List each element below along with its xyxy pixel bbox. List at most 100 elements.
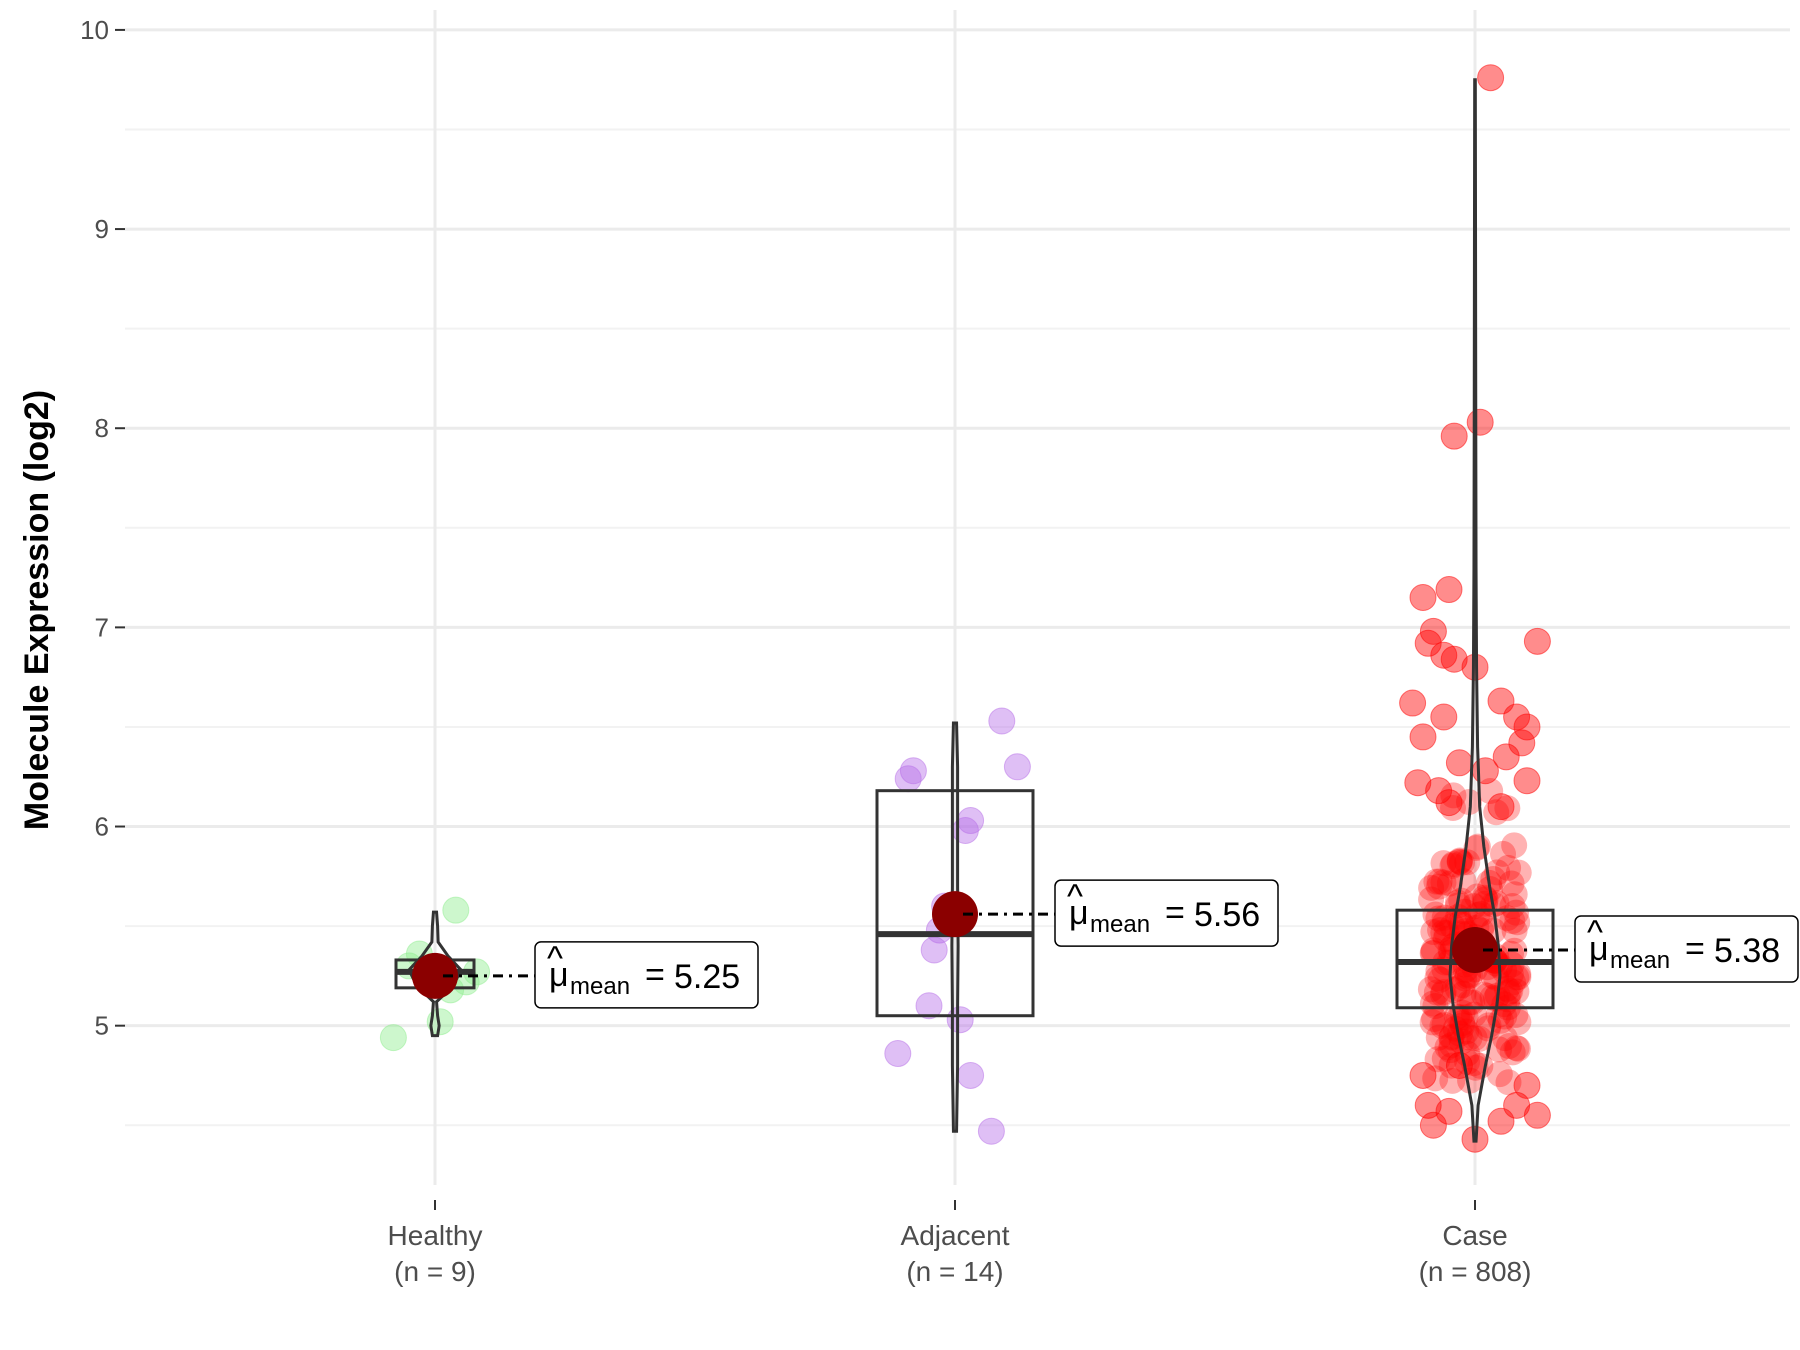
data-point	[1439, 1067, 1466, 1094]
data-point	[1429, 981, 1456, 1008]
annotation-mu: μ	[549, 956, 569, 994]
data-point	[1417, 976, 1444, 1003]
data-point	[988, 707, 1016, 735]
data-point	[1404, 769, 1432, 797]
data-point	[1440, 795, 1467, 822]
data-point	[1487, 793, 1515, 821]
groups	[379, 64, 1555, 1153]
data-point	[1430, 869, 1457, 896]
data-point	[1463, 883, 1490, 910]
data-point	[1409, 1061, 1437, 1089]
data-point	[1454, 849, 1481, 876]
data-point	[1441, 976, 1468, 1003]
data-point	[1431, 1045, 1458, 1072]
x-category-n-label: (n = 14)	[906, 1256, 1003, 1287]
data-point	[1501, 832, 1528, 859]
data-point	[1490, 840, 1517, 867]
data-point	[1430, 703, 1458, 731]
mean-annotation: μ^ mean = 5.25	[534, 940, 759, 1009]
data-point	[1466, 408, 1494, 436]
data-point	[1503, 964, 1530, 991]
data-point	[1505, 961, 1532, 988]
annotation-mu: μ	[1069, 894, 1089, 932]
group-healthy	[379, 896, 491, 1052]
data-point	[1436, 870, 1463, 897]
data-point	[1480, 866, 1507, 893]
data-point	[1424, 1046, 1451, 1073]
data-point	[1470, 981, 1497, 1008]
data-point	[1505, 1009, 1532, 1036]
mean-annotation: μ^ mean = 5.56	[1054, 878, 1279, 947]
data-point	[1486, 1036, 1513, 1063]
data-point	[1484, 859, 1511, 886]
data-point	[1418, 874, 1445, 901]
mean-value-label: 5.25	[674, 958, 740, 996]
data-point	[1501, 881, 1528, 908]
data-point	[1457, 1067, 1484, 1094]
data-point	[1503, 1091, 1531, 1119]
data-point	[977, 1117, 1005, 1145]
data-point	[1423, 979, 1450, 1006]
data-point	[1430, 641, 1458, 669]
data-point	[1498, 870, 1525, 897]
data-point	[1500, 969, 1527, 996]
annotations: μ^mean = 5.25 μ^mean = 5.56 μ^mean = 5.38	[443, 878, 1799, 1009]
data-point	[1495, 854, 1522, 881]
data-point	[1477, 778, 1504, 805]
data-point	[1499, 1039, 1526, 1066]
data-point	[1508, 729, 1536, 757]
data-point	[884, 1040, 912, 1068]
data-point	[1414, 629, 1442, 657]
data-point	[1523, 627, 1551, 655]
data-point	[1497, 978, 1524, 1005]
y-tick-label: 8	[95, 413, 109, 443]
data-point	[1423, 868, 1450, 895]
data-point	[1503, 1035, 1530, 1062]
x-category-n-label: (n = 808)	[1419, 1256, 1532, 1287]
x-category-label: Adjacent	[901, 1220, 1010, 1251]
data-point	[1442, 1015, 1469, 1042]
data-point	[1450, 980, 1477, 1007]
data-point	[1474, 982, 1501, 1009]
data-point	[1483, 799, 1510, 826]
data-point	[1443, 1003, 1470, 1030]
mean-annotation: μ^ mean = 5.38	[1574, 914, 1799, 983]
data-point	[957, 1061, 985, 1089]
data-point	[1426, 868, 1453, 895]
mean-point	[932, 891, 978, 938]
data-point	[1422, 1065, 1449, 1092]
group-adjacent	[875, 707, 1035, 1145]
y-tick-label: 6	[95, 812, 109, 842]
data-point	[1513, 1071, 1541, 1099]
data-point	[1448, 849, 1475, 876]
mean-value-label: 5.38	[1714, 932, 1780, 970]
data-point	[1439, 852, 1466, 879]
data-point	[1503, 703, 1531, 731]
data-point	[1499, 908, 1526, 935]
data-point	[1477, 64, 1505, 92]
data-point	[1492, 743, 1520, 771]
data-point	[1486, 1061, 1513, 1088]
data-point	[1429, 1012, 1456, 1039]
data-point	[1449, 972, 1476, 999]
annotation-subscript: mean	[570, 973, 630, 1000]
mean-value-label: 5.56	[1194, 896, 1260, 934]
violin	[950, 721, 960, 1133]
data-point	[1440, 422, 1468, 450]
data-point	[1440, 645, 1468, 673]
data-point	[1447, 1020, 1474, 1047]
data-point	[1455, 789, 1482, 816]
y-tick-label: 9	[95, 214, 109, 244]
annotation-box	[1574, 915, 1799, 983]
data-point	[1504, 1035, 1531, 1062]
data-point	[899, 757, 927, 785]
data-point	[379, 1024, 407, 1052]
data-point	[1425, 905, 1452, 932]
data-point	[1495, 1033, 1522, 1060]
data-point	[1448, 1028, 1475, 1055]
data-point	[1435, 789, 1463, 817]
data-point	[1482, 985, 1509, 1012]
data-point	[1466, 1025, 1493, 1052]
x-category-n-label: (n = 9)	[394, 1256, 476, 1287]
